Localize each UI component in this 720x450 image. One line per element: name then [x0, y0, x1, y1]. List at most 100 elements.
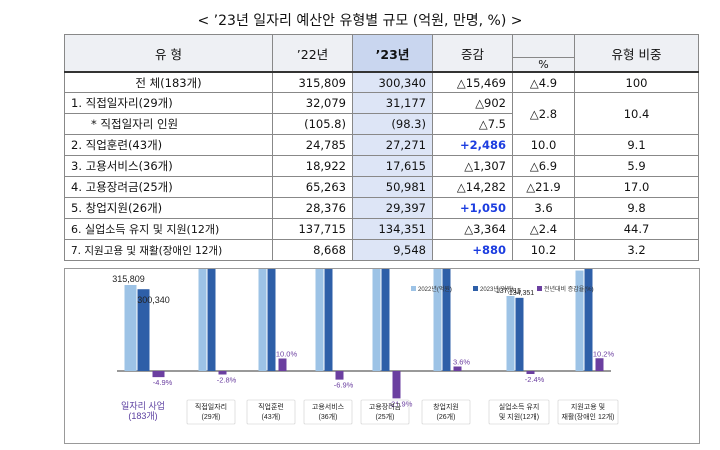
cell-y22: 24,785 — [272, 134, 353, 156]
row-label: 3. 고용서비스(36개) — [64, 155, 273, 177]
bar-2022 — [433, 269, 442, 371]
cell-share: 9.8 — [574, 197, 699, 219]
bar-2022 — [372, 269, 381, 371]
data-label-pct: -2.8% — [217, 376, 237, 385]
data-label-2022: 8,668 — [569, 269, 587, 270]
page-title: < ’23년 일자리 예산안 유형별 규모 (억원, 만명, %) > — [197, 13, 523, 29]
category-label: (29개) — [202, 412, 221, 421]
category-label: 고용장려금 — [369, 402, 402, 411]
cell-pct: 3.6 — [512, 197, 575, 219]
cell-change: △14,282 — [432, 176, 513, 198]
bar-pct-change — [152, 371, 165, 378]
cell-pct: △2.8 — [512, 92, 575, 135]
data-label-2023: 134,351 — [509, 290, 534, 297]
bar-pct-change — [335, 371, 344, 380]
header-pct: % — [512, 57, 575, 73]
category-label: (25개) — [376, 412, 395, 421]
category-label: 일자리 사업 — [121, 401, 165, 411]
header-share: 유형 비중 — [574, 34, 699, 73]
budget-table: 유 형 ’22년 ’23년 증감 유형 비중 % 전 체(183개) 315,8… — [64, 34, 699, 261]
cell-y23: 300,340 — [352, 71, 433, 93]
category-label: (36개) — [319, 412, 338, 421]
cell-pct: △6.9 — [512, 155, 575, 177]
legend-swatch — [411, 286, 416, 291]
table-row: 1. 직접일자리(29개) 32,079 31,177 △902 △2.8 10… — [64, 92, 699, 135]
cell-y22: 65,263 — [272, 176, 353, 198]
data-label-pct: -2.4% — [525, 375, 545, 384]
bar-pct-change — [526, 371, 535, 374]
category-label: 재활(장애인 12개) — [561, 412, 614, 421]
header-blank — [512, 34, 575, 58]
category-label-box — [488, 399, 550, 425]
table-row: 5. 창업지원(26개) 28,376 29,397 +1,050 3.6 9.… — [64, 197, 699, 219]
cell-change: +2,486 — [432, 134, 513, 156]
data-label-pct: 10.2% — [593, 349, 615, 358]
row-label: 5. 창업지원(26개) — [64, 197, 273, 219]
table-row: 전 체(183개) 315,809 300,340 △15,469 △4.9 1… — [64, 71, 699, 93]
bar-2023 — [137, 289, 150, 371]
data-label-pct: -6.9% — [334, 381, 354, 390]
cell-change: △7.5 — [432, 113, 513, 135]
row-label: 1. 직접일자리(29개) — [64, 92, 273, 114]
bar-2022 — [315, 269, 324, 371]
category-label: 및 지원(12개) — [499, 412, 539, 421]
category-label: 직접일자리 — [195, 402, 227, 411]
cell-y23: 134,351 — [352, 218, 433, 240]
category-label-box — [421, 399, 471, 425]
cell-y23: 9,548 — [352, 239, 433, 261]
header-type: 유 형 — [64, 34, 273, 73]
cell-change: △3,364 — [432, 218, 513, 240]
row-label: 4. 고용장려금(25개) — [64, 176, 273, 198]
category-label-box — [557, 399, 619, 425]
cell-change: +1,050 — [432, 197, 513, 219]
cell-y22: 315,809 — [272, 71, 353, 93]
data-label-pct: -21.9% — [389, 399, 413, 408]
cell-change: △902 — [432, 92, 513, 114]
bar-2023 — [324, 269, 333, 371]
data-label-pct: -4.9% — [153, 378, 173, 387]
category-label: 실업소득 유지 — [499, 402, 540, 411]
cell-share: 9.1 — [574, 134, 699, 156]
cell-change: +880 — [432, 239, 513, 261]
bar-pct-change — [453, 366, 462, 371]
bar-2023 — [381, 269, 390, 371]
bar-2022 — [506, 296, 515, 371]
cell-y23: (98.3) — [352, 113, 433, 135]
data-label-pct: 3.6% — [453, 358, 470, 367]
bar-2023 — [267, 269, 276, 371]
cell-y22: 28,376 — [272, 197, 353, 219]
category-label-box — [246, 399, 296, 425]
header-y22: ’22년 — [272, 34, 353, 73]
bar-2023 — [442, 269, 451, 371]
cell-y22: 137,715 — [272, 218, 353, 240]
table-row: * 직접일자리 인원 (105.8) (98.3) △7.5 — [64, 113, 699, 135]
header-change: 증감 — [432, 34, 513, 73]
table-row: 7. 지원고용 및 재활(장애인 12개) 8,668 9,548 +880 1… — [64, 239, 699, 261]
table-row: 2. 직업훈련(43개) 24,785 27,271 +2,486 10.0 9… — [64, 134, 699, 156]
category-label-box — [303, 399, 353, 425]
header-y23: ’23년 — [352, 34, 433, 73]
cell-share: 17.0 — [574, 176, 699, 198]
bar-2022 — [575, 270, 584, 371]
cell-share: 100 — [574, 71, 699, 93]
bar-pct-change — [218, 371, 227, 375]
data-label-2022: 137,715 — [496, 288, 521, 295]
cell-share: 44.7 — [574, 218, 699, 240]
cell-share: 10.4 — [574, 92, 699, 135]
bar-2022 — [124, 285, 137, 371]
cell-share: 5.9 — [574, 155, 699, 177]
cell-y22: (105.8) — [272, 113, 353, 135]
table-row: 6. 실업소득 유지 및 지원(12개) 137,715 134,351 △3,… — [64, 218, 699, 240]
legend-swatch — [537, 286, 542, 291]
bar-pct-change — [278, 358, 287, 371]
bar-2022 — [258, 269, 267, 371]
data-label-pct: 10.0% — [276, 350, 298, 359]
category-label-box — [360, 399, 410, 425]
category-label: 지원고용 및 — [571, 402, 605, 411]
cell-y23: 27,271 — [352, 134, 433, 156]
row-label: * 직접일자리 인원 — [64, 113, 273, 135]
data-label-2023: 300,340 — [137, 295, 170, 305]
cell-y22: 8,668 — [272, 239, 353, 261]
